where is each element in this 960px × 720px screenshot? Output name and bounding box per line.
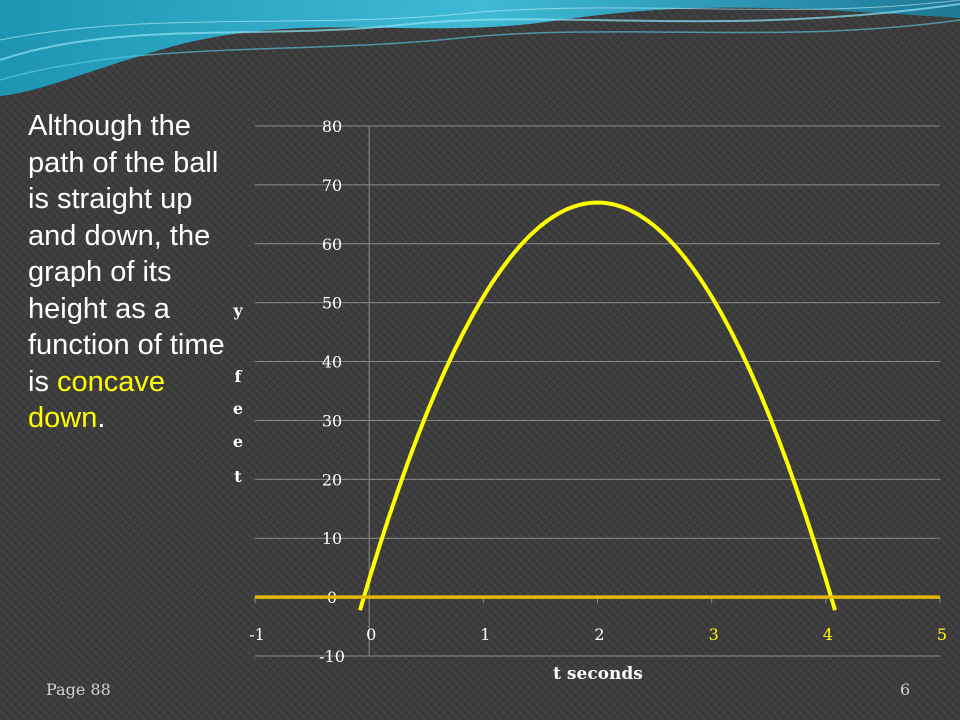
chart-gridlines xyxy=(255,125,940,657)
x-tick-label-1: 1 xyxy=(480,625,490,644)
y-tick-label-80: 80 xyxy=(322,117,342,136)
x-tick-label-5: 5 xyxy=(937,625,947,644)
y-tick-label-30: 30 xyxy=(322,411,342,430)
y-axis-label-char-4: e xyxy=(233,432,243,451)
y-tick-label-50: 50 xyxy=(322,294,342,313)
x-tick-label-3: 3 xyxy=(709,625,719,644)
y-tick-label-20: 20 xyxy=(322,470,342,489)
y-axis-label-char-5: t xyxy=(234,467,242,486)
y-axis-label-char-3: e xyxy=(233,399,243,418)
x-tick-label--1: -1 xyxy=(249,625,265,644)
y-tick-label-40: 40 xyxy=(322,353,342,372)
decorative-wave-banner xyxy=(0,0,960,96)
chart-axes xyxy=(254,126,941,656)
slide-body-text: Although the path of the ball is straigh… xyxy=(28,108,240,437)
x-tick-label-2: 2 xyxy=(594,625,604,644)
y-axis-label-char-2: f xyxy=(235,367,243,386)
concave-down-highlight: concave down xyxy=(28,365,166,435)
footer-page-reference: Page 88 xyxy=(46,680,111,699)
slide-number: 6 xyxy=(900,680,911,699)
body-text-part-1: Although the path of the ball is straigh… xyxy=(28,110,225,398)
y-tick-label-70: 70 xyxy=(322,176,342,195)
y-tick-label--10: -10 xyxy=(319,647,345,666)
chart-series xyxy=(255,200,940,611)
y-tick-label-60: 60 xyxy=(322,235,342,254)
body-text-part-3: . xyxy=(97,402,106,434)
x-axis-label: t seconds xyxy=(553,664,643,684)
y-axis-label-char-0: y xyxy=(232,301,243,320)
x-tick-label-0: 0 xyxy=(366,625,376,644)
y-tick-label-10: 10 xyxy=(322,529,342,548)
height-curve-line xyxy=(358,200,837,611)
x-tick-label-4: 4 xyxy=(823,625,833,644)
